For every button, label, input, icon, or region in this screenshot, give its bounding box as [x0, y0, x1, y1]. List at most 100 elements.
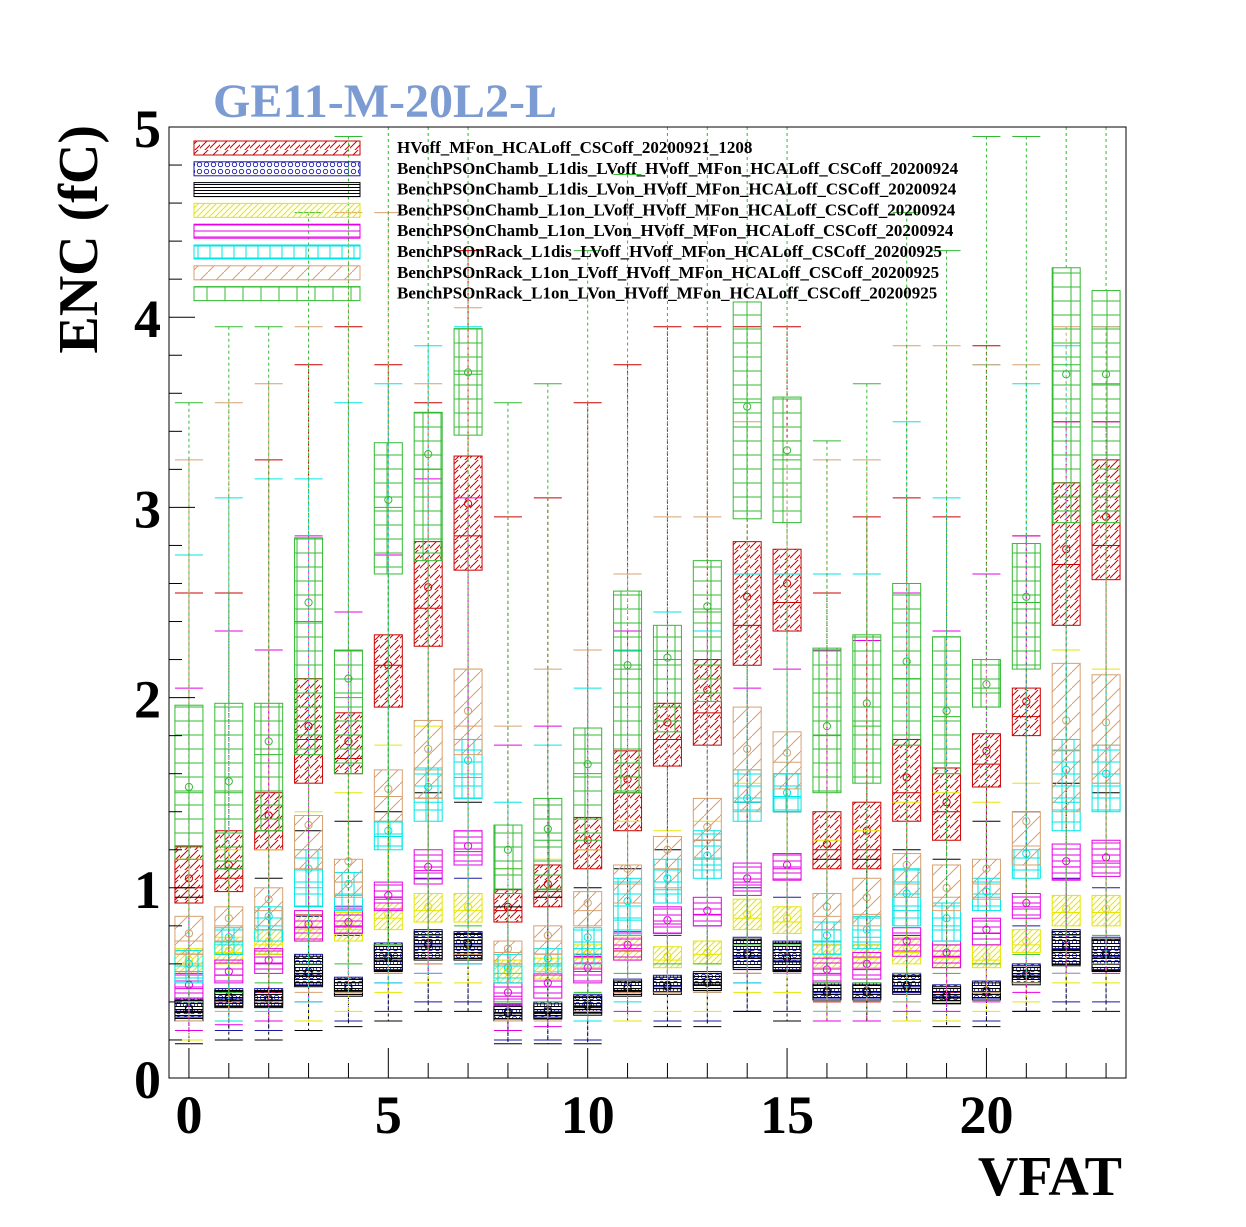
- iqr-box: [373, 442, 403, 575]
- mean-marker: [1062, 370, 1071, 379]
- plot-frame: [168, 126, 1127, 1079]
- iqr-box: [413, 411, 443, 562]
- legend-swatch: [193, 286, 361, 302]
- box-series-7-vfat-6: [413, 126, 443, 936]
- axes: 0 1 2 3 4 5 0 5 10 15 20: [134, 99, 1127, 1145]
- box-series-7-vfat-4: [333, 136, 363, 965]
- mean-marker: [743, 402, 752, 411]
- legend-entry-4: BenchPSOnChamb_L1on_LVon_HVoff_MFon_HCAL…: [193, 221, 954, 240]
- legend-label: BenchPSOnChamb_L1dis_LVoff_HVoff_MFon_HC…: [397, 159, 959, 178]
- mean-marker: [822, 722, 832, 731]
- box-series-7-vfat-23: [1091, 126, 1121, 936]
- box-series-7-vfat-17: [852, 383, 882, 984]
- series-7: [174, 126, 1121, 1003]
- box-series-6-vfat-8: [493, 725, 523, 1022]
- iqr-box: [892, 582, 922, 746]
- box-series-7-vfat-2: [254, 326, 284, 984]
- iqr-box: [812, 893, 842, 931]
- box-series-7-vfat-11: [613, 174, 643, 974]
- iqr-box: [493, 824, 523, 895]
- mean-marker: [703, 602, 712, 611]
- y-axis-label: ENC (fC): [48, 125, 110, 354]
- mean-marker: [184, 929, 194, 938]
- chart-title: GE11-M-20L2-L: [213, 75, 557, 128]
- box-series-7-vfat-1: [214, 326, 244, 993]
- mean-marker: [503, 845, 513, 854]
- iqr-box: [294, 537, 324, 756]
- box-series-7-vfat-3: [294, 212, 324, 965]
- iqr-box: [652, 624, 682, 733]
- mean-marker: [264, 737, 273, 746]
- legend-label: BenchPSOnRack_L1on_LVon_HVoff_MFon_HCALo…: [397, 284, 937, 303]
- box-series-7-vfat-19: [932, 250, 962, 974]
- mean-marker: [1022, 592, 1031, 601]
- iqr-box: [254, 702, 284, 832]
- plot-area: [174, 126, 1121, 1045]
- legend-label: HVoff_MFon_HCALoff_CSCoff_20200921_1208: [397, 138, 752, 157]
- legend-swatch: [193, 223, 361, 239]
- legend-label: BenchPSOnChamb_L1on_LVon_HVoff_MFon_HCAL…: [397, 221, 954, 240]
- box-series-7-vfat-9: [533, 383, 563, 1003]
- box-series-7-vfat-13: [692, 126, 722, 965]
- mean-marker: [623, 661, 632, 670]
- mean-marker: [583, 760, 592, 769]
- iqr-box: [613, 590, 643, 794]
- y-tick-label: 1: [134, 860, 161, 920]
- mean-marker: [1101, 718, 1111, 727]
- box-series-7-vfat-15: [772, 126, 802, 946]
- y-tick-label: 2: [134, 670, 161, 730]
- y-tick-label: 5: [134, 99, 161, 159]
- mean-marker: [463, 368, 473, 377]
- legend-label: BenchPSOnRack_L1dis_LVoff_HVoff_MFon_HCA…: [397, 242, 942, 261]
- legend-swatch: [193, 244, 361, 260]
- iqr-box: [214, 702, 244, 870]
- mean-marker: [543, 824, 552, 833]
- legend-swatch: [193, 182, 361, 198]
- box-series-6-vfat-15: [772, 440, 802, 974]
- iqr-box: [573, 727, 603, 841]
- mean-marker: [1022, 817, 1031, 826]
- iqr-box: [812, 647, 842, 794]
- mean-marker: [344, 674, 353, 683]
- iqr-box: [1091, 839, 1121, 877]
- x-tick-label: 15: [760, 1085, 814, 1145]
- legend-entry-5: BenchPSOnRack_L1dis_LVoff_HVoff_MFon_HCA…: [193, 242, 942, 261]
- iqr-box: [692, 560, 722, 702]
- x-tick-label: 20: [959, 1085, 1013, 1145]
- mean-marker: [942, 706, 951, 716]
- legend-entry-7: BenchPSOnRack_L1on_LVon_HVoff_MFon_HCALo…: [193, 284, 937, 303]
- box-series-7-vfat-20: [971, 136, 1001, 965]
- y-tick-label: 0: [134, 1050, 161, 1110]
- legend-label: BenchPSOnChamb_L1on_LVoff_HVoff_MFon_HCA…: [397, 200, 956, 219]
- box-series-7-vfat-0: [174, 402, 204, 1003]
- mean-marker: [184, 782, 194, 792]
- iqr-box: [533, 797, 563, 891]
- x-tick-label: 5: [375, 1085, 402, 1145]
- box-series-7-vfat-10: [573, 250, 603, 993]
- mean-marker: [1101, 370, 1111, 379]
- box-series-7-vfat-16: [812, 440, 842, 984]
- mean-marker: [902, 657, 911, 666]
- iqr-box: [373, 769, 403, 822]
- legend-swatch: [193, 202, 361, 218]
- legend-entry-1: BenchPSOnChamb_L1dis_LVoff_HVoff_MFon_HC…: [193, 159, 959, 178]
- iqr-box: [1011, 543, 1041, 670]
- mean-marker: [384, 495, 393, 504]
- iqr-box: [294, 815, 324, 870]
- legend-label: BenchPSOnChamb_L1dis_LVon_HVoff_MFon_HCA…: [397, 180, 957, 199]
- mean-marker: [224, 914, 233, 923]
- box-series-7-vfat-18: [892, 212, 922, 974]
- legend: HVoff_MFon_HCALoff_CSCoff_20200921_1208 B…: [193, 138, 959, 303]
- box-series-7-vfat-12: [652, 126, 682, 965]
- iqr-box: [971, 659, 1001, 708]
- mean-marker: [743, 744, 752, 754]
- iqr-box: [1091, 290, 1121, 524]
- box-series-7-vfat-21: [1011, 136, 1041, 955]
- iqr-box: [333, 649, 363, 775]
- iqr-box: [652, 835, 682, 889]
- legend-entry-3: BenchPSOnChamb_L1on_LVoff_HVoff_MFon_HCA…: [193, 200, 956, 219]
- legend-entry-2: BenchPSOnChamb_L1dis_LVon_HVoff_MFon_HCA…: [193, 180, 957, 199]
- iqr-box: [932, 636, 962, 775]
